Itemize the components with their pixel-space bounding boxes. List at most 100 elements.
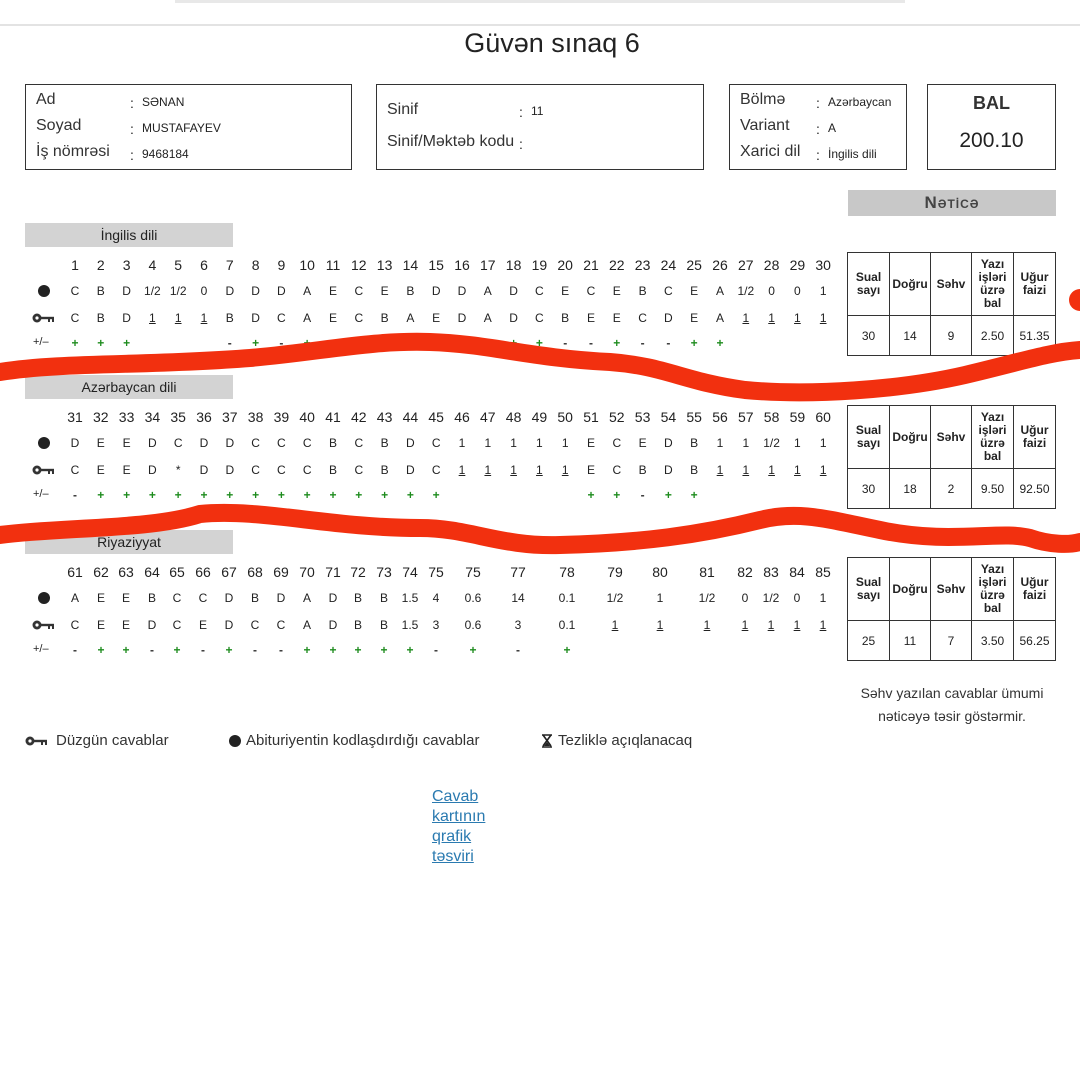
question-number: 63 bbox=[118, 564, 134, 580]
question-number: 40 bbox=[299, 409, 315, 425]
question-number: 1 bbox=[71, 257, 79, 273]
question-number: 30 bbox=[815, 257, 831, 273]
answer-mark: - bbox=[589, 336, 593, 350]
key-icon bbox=[32, 465, 54, 475]
result-header: Sual sayı bbox=[847, 405, 890, 469]
key-icon bbox=[25, 736, 47, 746]
question-number: 50 bbox=[557, 409, 573, 425]
student-answer: 0 bbox=[768, 284, 775, 298]
correct-answer: A bbox=[715, 311, 724, 325]
correct-answer: D bbox=[224, 618, 234, 632]
score-value: 200.10 bbox=[959, 129, 1024, 152]
correct-answer: C bbox=[251, 463, 260, 477]
question-number: 32 bbox=[93, 409, 109, 425]
student-answer: C bbox=[277, 436, 286, 450]
question-number: 46 bbox=[454, 409, 470, 425]
student-answer: E bbox=[380, 284, 389, 298]
answer-mark: - bbox=[563, 336, 568, 350]
student-answer: E bbox=[328, 284, 337, 298]
result-value: 30 bbox=[847, 315, 890, 356]
result-header: Sual sayı bbox=[847, 557, 890, 621]
student-answer: 1 bbox=[819, 284, 827, 298]
question-number: 13 bbox=[376, 257, 393, 273]
question-number: 19 bbox=[531, 257, 548, 273]
field-label: İş nömrəsi bbox=[36, 143, 110, 160]
result-value: 51.35 bbox=[1013, 315, 1056, 356]
correct-answer: D bbox=[199, 463, 209, 477]
question-number: 64 bbox=[144, 564, 160, 580]
question-number: 20 bbox=[557, 257, 573, 273]
student-answer: B bbox=[379, 591, 388, 605]
answer-mark: + bbox=[690, 488, 698, 502]
correct-answer: C bbox=[277, 311, 286, 325]
dot-icon bbox=[38, 285, 50, 297]
question-number: 36 bbox=[196, 409, 212, 425]
correct-answer: B bbox=[225, 311, 234, 325]
correct-answer: B bbox=[380, 463, 389, 477]
question-number: 42 bbox=[351, 409, 367, 425]
correct-answer: C bbox=[535, 311, 544, 325]
question-number: 18 bbox=[505, 257, 522, 273]
student-answer: 0.6 bbox=[464, 591, 482, 605]
result-header: Uğur faizi bbox=[1013, 557, 1056, 621]
question-number: 71 bbox=[325, 564, 341, 580]
question-number: 47 bbox=[480, 409, 496, 425]
correct-answer: 1 bbox=[149, 311, 156, 325]
question-number: 27 bbox=[738, 257, 754, 273]
question-number: 59 bbox=[789, 409, 806, 425]
answer-mark: + bbox=[329, 488, 337, 502]
correct-answer: 1 bbox=[742, 311, 750, 325]
question-number: 11 bbox=[325, 257, 341, 273]
correct-answer: D bbox=[122, 311, 131, 325]
dot-icon bbox=[38, 592, 50, 604]
result-header: Yazı işləri üzrə bal bbox=[971, 252, 1014, 316]
answer-mark: + bbox=[173, 643, 181, 657]
answer-mark: + bbox=[225, 643, 233, 657]
correct-answer: 3 bbox=[432, 618, 440, 632]
answer-mark: + bbox=[277, 488, 285, 502]
student-answer: 1 bbox=[794, 436, 801, 450]
result-value: 9 bbox=[930, 315, 972, 356]
result-value: 11 bbox=[889, 620, 931, 661]
correct-answer: E bbox=[96, 618, 105, 632]
student-answer: C bbox=[70, 284, 80, 298]
section-name: Riyaziyyat bbox=[25, 530, 233, 554]
student-answer: E bbox=[122, 436, 131, 450]
correct-answer: D bbox=[664, 463, 673, 477]
result-header: Uğur faizi bbox=[1013, 252, 1056, 316]
correct-answer: C bbox=[70, 463, 80, 477]
student-answer: E bbox=[638, 436, 647, 450]
correct-answer: B bbox=[379, 618, 388, 632]
answer-mark: + bbox=[613, 488, 621, 502]
question-number: 75 bbox=[428, 564, 444, 580]
answer-mark: + bbox=[97, 643, 105, 657]
answer-mark: + bbox=[664, 488, 672, 502]
student-answer: B bbox=[353, 591, 362, 605]
result-header: Səhv bbox=[930, 252, 972, 316]
question-number: 67 bbox=[221, 564, 237, 580]
correct-answer: E bbox=[198, 618, 207, 632]
correct-answer: 0.6 bbox=[464, 618, 482, 632]
question-number: 9 bbox=[277, 257, 286, 273]
question-number: 74 bbox=[402, 564, 418, 580]
correct-answer: 1 bbox=[768, 311, 775, 325]
correct-answer: 1 bbox=[656, 618, 664, 632]
answer-mark: + bbox=[380, 643, 388, 657]
question-number: 68 bbox=[247, 564, 263, 580]
student-answer: A bbox=[302, 591, 311, 605]
student-answer: C bbox=[302, 436, 312, 450]
answer-mark: + bbox=[535, 336, 543, 350]
student-box: Ad SƏNAN Soyad MUSTAFAYEV İş nömrəsi 9468184 bbox=[25, 84, 352, 170]
correct-answer: B bbox=[638, 463, 647, 477]
field-label: Ad bbox=[36, 91, 56, 108]
result-header: Doğru bbox=[889, 557, 931, 621]
dot-icon bbox=[38, 437, 50, 449]
graphic-link[interactable]: Cavab kartının qrafik təsviri bbox=[432, 788, 486, 865]
question-number: 51 bbox=[583, 409, 599, 425]
dot-icon bbox=[229, 735, 241, 747]
question-number: 8 bbox=[251, 257, 260, 273]
top-bar bbox=[175, 0, 905, 3]
correct-answer: 3 bbox=[514, 618, 522, 632]
correct-answer: E bbox=[122, 463, 131, 477]
